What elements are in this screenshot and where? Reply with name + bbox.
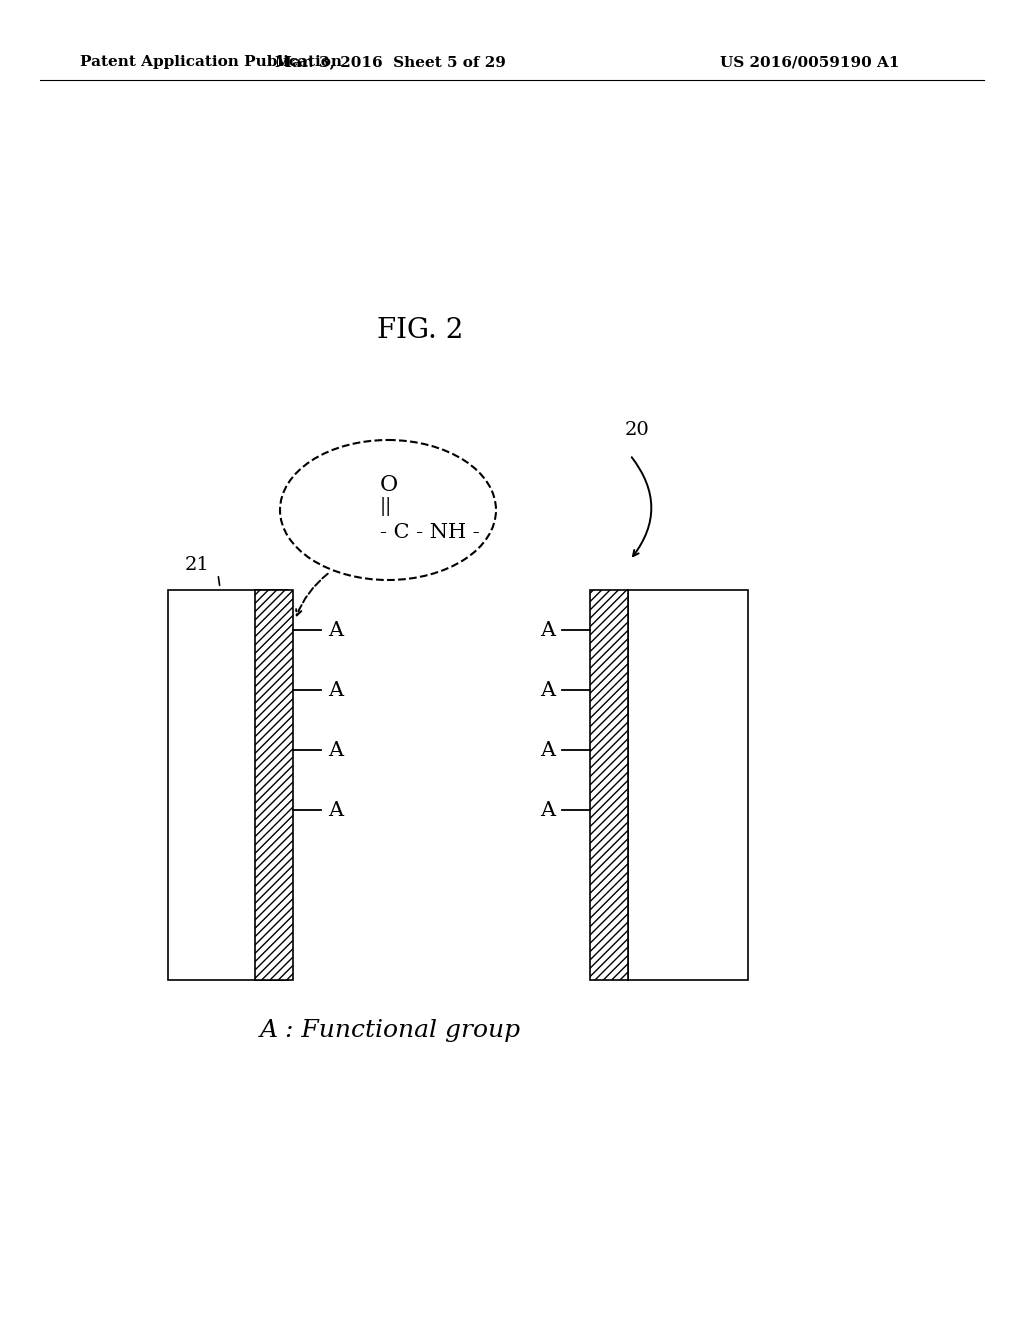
Bar bbox=[628, 590, 748, 979]
Text: A: A bbox=[328, 800, 343, 820]
Text: A: A bbox=[540, 741, 555, 759]
Bar bbox=[590, 590, 628, 979]
Text: 20: 20 bbox=[625, 421, 650, 440]
Bar bbox=[168, 590, 288, 979]
Bar bbox=[255, 590, 293, 979]
Text: - C - NH -: - C - NH - bbox=[380, 523, 480, 541]
Text: A: A bbox=[540, 800, 555, 820]
Text: A: A bbox=[328, 741, 343, 759]
Text: A : Functional group: A : Functional group bbox=[259, 1019, 520, 1041]
Text: A: A bbox=[328, 681, 343, 700]
Text: US 2016/0059190 A1: US 2016/0059190 A1 bbox=[721, 55, 900, 69]
Text: O: O bbox=[380, 474, 398, 496]
Text: Mar. 3, 2016  Sheet 5 of 29: Mar. 3, 2016 Sheet 5 of 29 bbox=[274, 55, 506, 69]
Text: 21: 21 bbox=[185, 556, 210, 574]
Text: A: A bbox=[540, 620, 555, 639]
Text: A: A bbox=[540, 681, 555, 700]
Ellipse shape bbox=[280, 440, 496, 579]
Text: FIG. 2: FIG. 2 bbox=[377, 317, 463, 343]
Text: A: A bbox=[328, 620, 343, 639]
Text: ||: || bbox=[380, 498, 392, 516]
Text: Patent Application Publication: Patent Application Publication bbox=[80, 55, 342, 69]
